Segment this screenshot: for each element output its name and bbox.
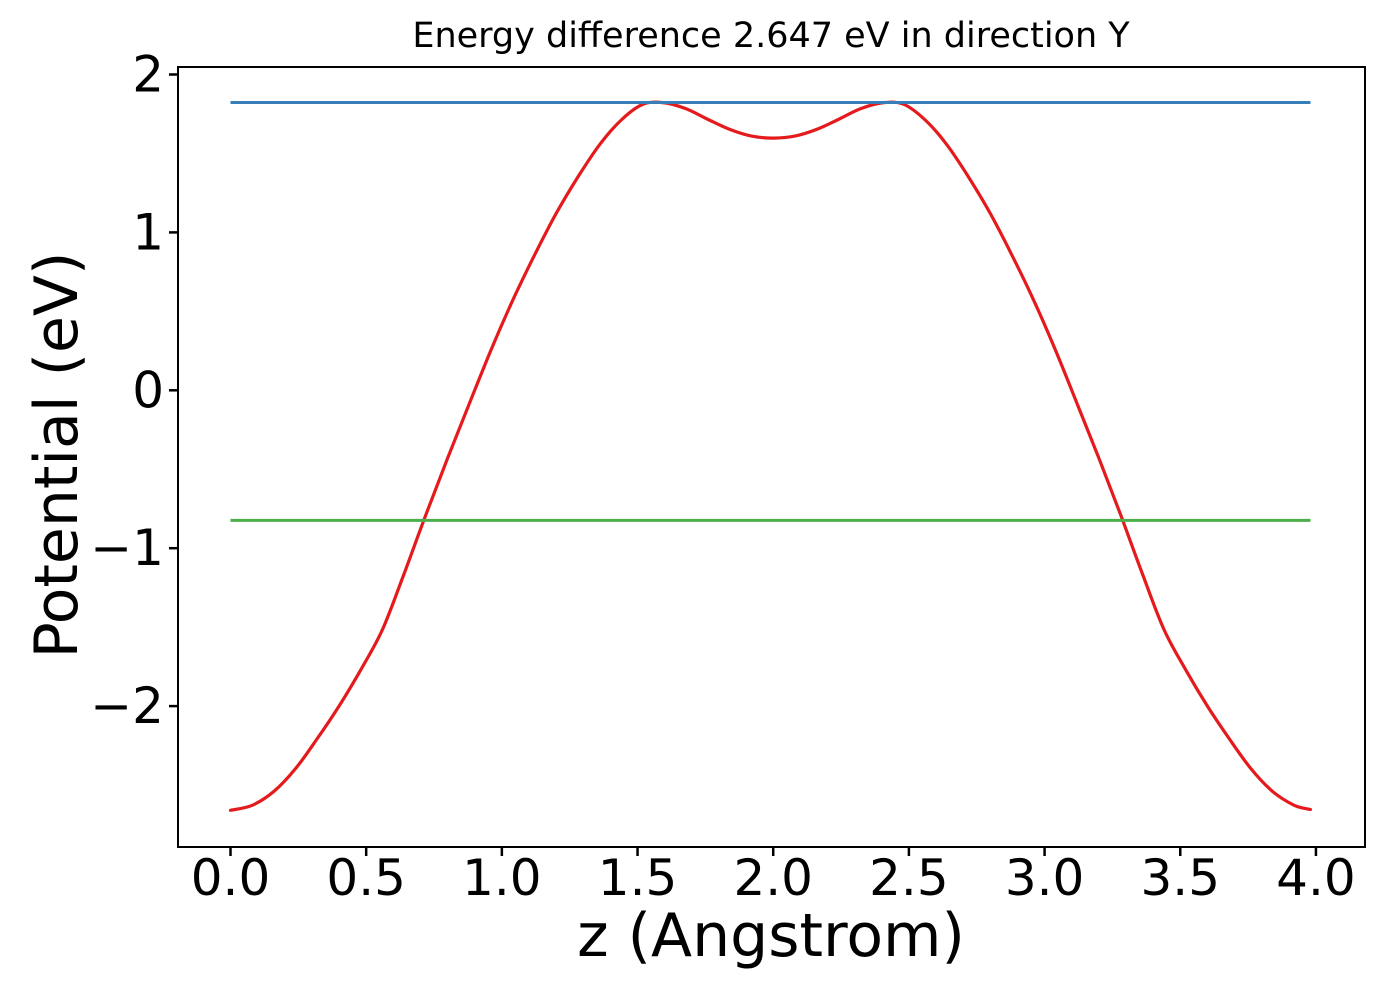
x-tick-label: 0.0 [191,849,271,907]
x-tick-label: 2.5 [869,849,949,907]
axes-spines [177,66,1366,848]
x-tick-label: 2.0 [733,849,813,907]
potential-curve [228,100,1313,812]
x-tick-label: 1.5 [598,849,678,907]
y-tick-label: −2 [90,677,164,735]
x-tick-label: 3.5 [1140,849,1220,907]
chart-title: Energy difference 2.647 eV in direction … [412,16,1130,56]
y-axis-label: Potential (eV) [22,251,92,659]
y-tick-label: −1 [90,519,164,577]
x-tick-label: 0.5 [326,849,406,907]
y-tick-label: 1 [132,203,164,261]
x-tick-label: 1.0 [462,849,542,907]
data-series [228,100,1313,812]
y-tick-label: 2 [132,46,164,104]
x-tick-label: 3.0 [1005,849,1085,907]
x-axis-label: z (Angstrom) [577,901,965,971]
y-tick-label: 0 [132,361,164,419]
x-tick-label: 4.0 [1276,849,1356,907]
axis-ticks: 0.0 0.5 1.0 1.5 2.0 2.5 3.0 3.5 4.0 2 1 0 −1 −2 [90,46,1355,908]
